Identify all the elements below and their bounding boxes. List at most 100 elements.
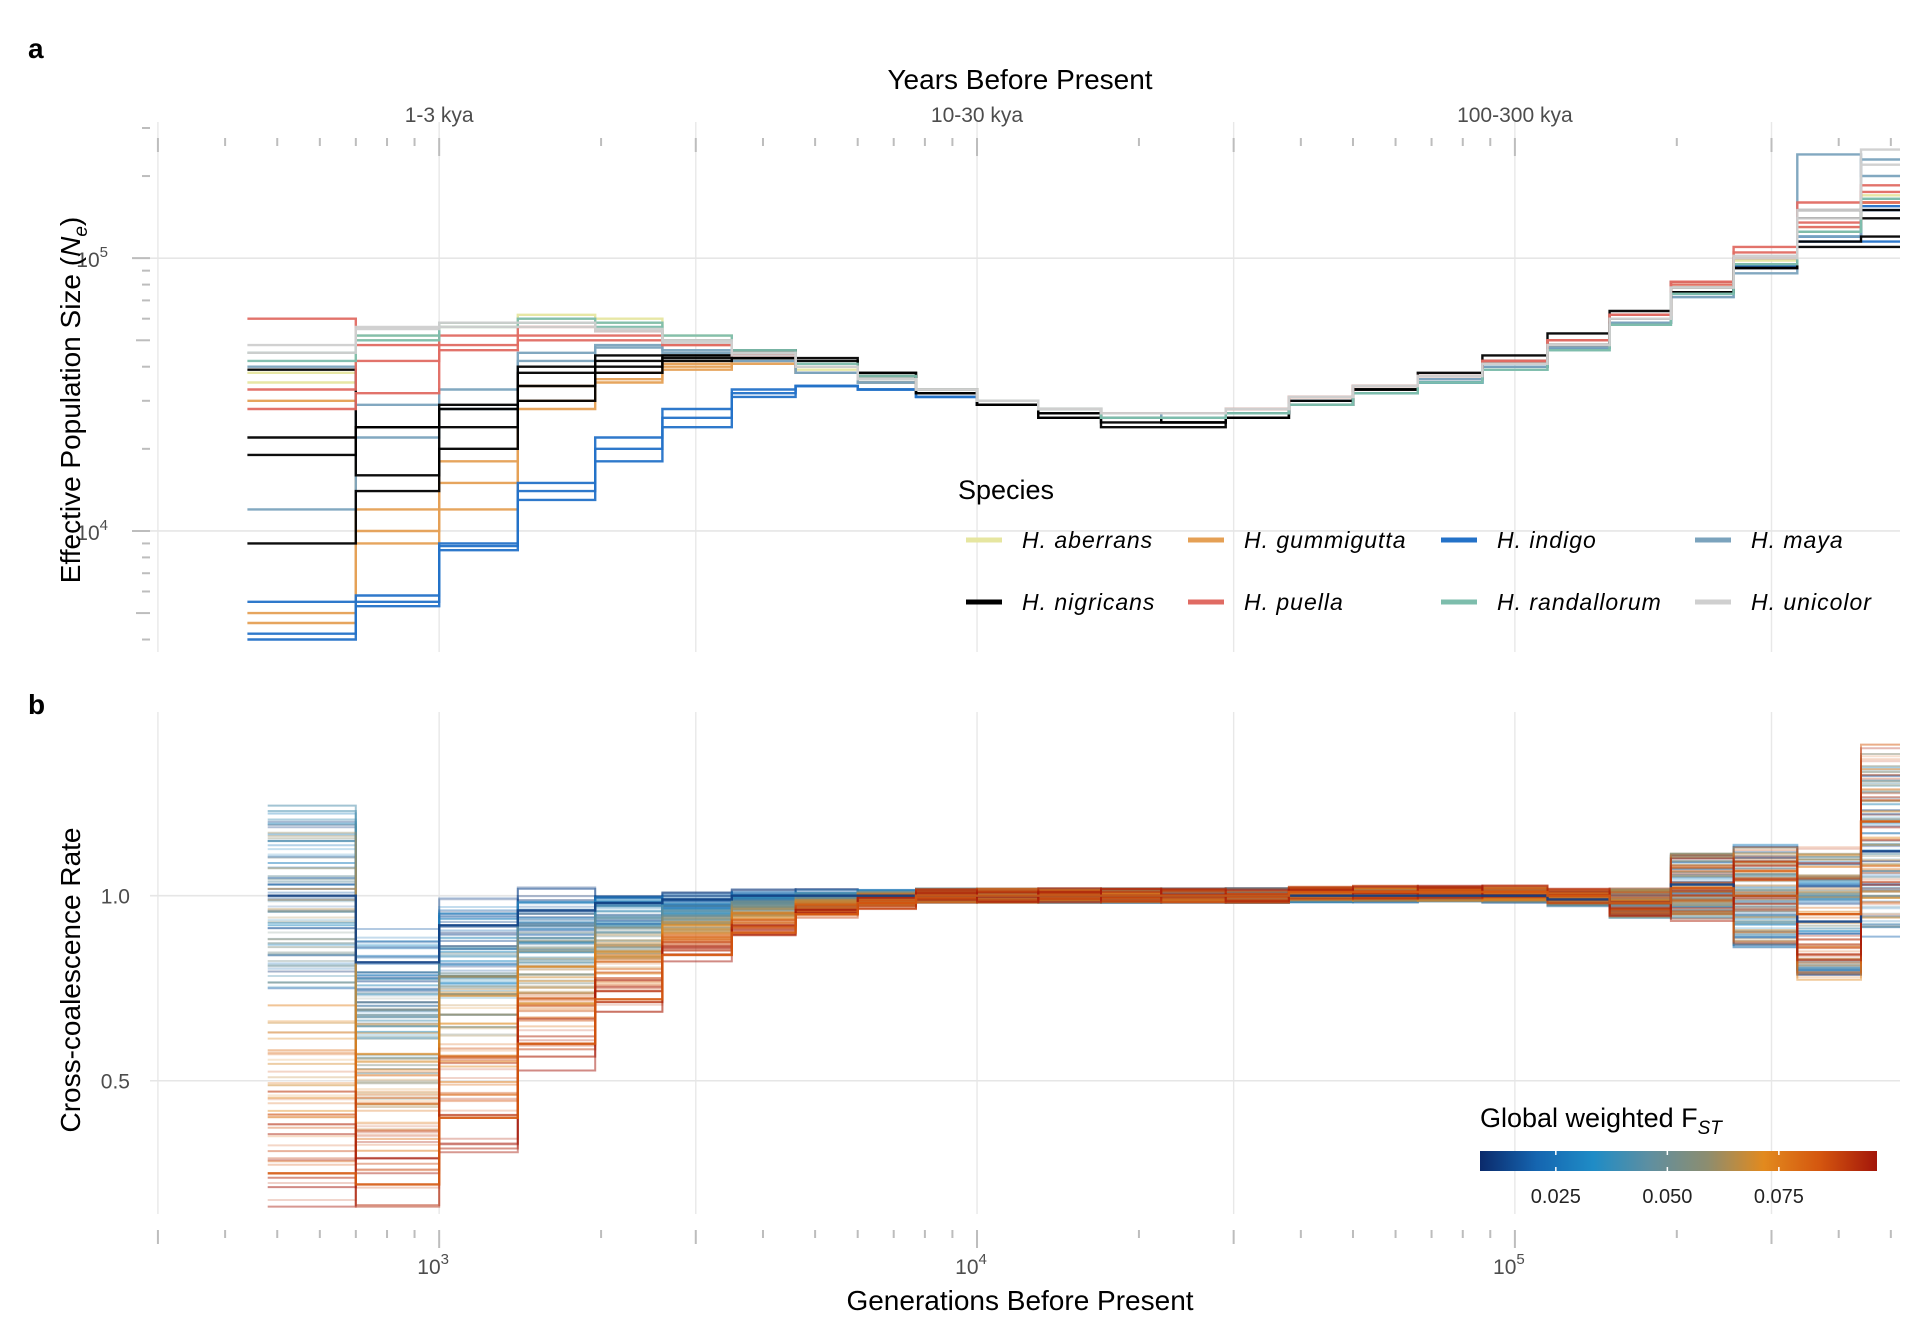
ccr-pair-line (267, 782, 1900, 974)
ne-series-line (247, 201, 1900, 415)
years-axis-labels: 1-3 kya 10-30 kya 100-300 kya (405, 104, 1573, 127)
ccr-pair-line (267, 855, 1900, 1159)
species-legend-item: H. aberrans (966, 527, 1153, 553)
ccr-pair-line (267, 769, 1900, 958)
ne-lines (247, 148, 1900, 641)
species-legend-item: H. randallorum (1441, 589, 1662, 615)
fst-colorbar-tick-label: 0.075 (1754, 1186, 1804, 1208)
ccr-pair-line (267, 796, 1900, 1206)
fst-colorbar-ticks: 0.025 0.050 0.075 (1531, 1151, 1804, 1208)
ne-series-line (247, 190, 1900, 415)
ccr-x-tick-label-base: 10 (1493, 1256, 1516, 1279)
ne-plot: Years Before Present 1-3 kya 10-30 kya 100… (55, 64, 1900, 652)
ccr-pair-line (267, 788, 1900, 1140)
species-legend-label: H. indigo (1497, 527, 1597, 553)
ccr-x-tick-label: 105 (1493, 1251, 1525, 1279)
ne-y-tick-labels: 104 105 (76, 244, 108, 545)
ne-series-h-maya (247, 153, 1900, 511)
ccr-pair-line (267, 853, 1900, 997)
ccr-pair-line (267, 826, 1900, 1208)
ccr-ticks (156, 1230, 1892, 1248)
species-legend-label: H. randallorum (1497, 589, 1662, 615)
ccr-pair-line (267, 855, 1900, 1070)
ccr-plot: 103 104 105 0.51.0 Generations Before Pres… (55, 712, 1900, 1316)
fst-colorbar-tick-label: 0.050 (1642, 1186, 1692, 1208)
years-axis-label: 100-300 kya (1457, 104, 1573, 127)
ccr-pair-line (267, 768, 1900, 1152)
ccr-pair-line (267, 753, 1900, 1085)
ne-series-h-aberrans (247, 194, 1900, 415)
ccr-pair-line (267, 854, 1900, 1065)
ccr-pair-line (267, 774, 1900, 991)
ccr-x-tick-label-exp: 3 (441, 1251, 449, 1268)
ne-series-line (247, 205, 1900, 635)
ccr-x-tick-label-base: 10 (955, 1256, 978, 1279)
ne-series-h-nigricans (247, 208, 1900, 545)
ne-grid (150, 122, 1900, 652)
ccr-y-axis-title: Cross-coalescence Rate (55, 827, 86, 1132)
ccr-pair-line (267, 823, 1900, 1008)
fst-colorbar-tick-label: 0.025 (1531, 1186, 1581, 1208)
ccr-pair-line (267, 823, 1900, 1004)
ne-series-h-randallorum (247, 197, 1900, 419)
ccr-pair-line (267, 797, 1900, 985)
years-axis-title: Years Before Present (887, 64, 1152, 95)
ne-series-line (247, 153, 1900, 439)
ccr-pair-line (267, 863, 1900, 1136)
ne-series-h-indigo (247, 205, 1900, 641)
ne-y-axis-title: Effective Population Size (Ne) (55, 217, 92, 583)
ccr-pair-line (267, 852, 1900, 1033)
ne-series-line (247, 201, 1900, 415)
species-legend-label: H. aberrans (1022, 527, 1153, 553)
species-legend-label: H. unicolor (1751, 589, 1872, 615)
ccr-pair-line (267, 812, 1900, 959)
ccr-pair-line (267, 780, 1900, 1081)
ccr-pair-line (267, 857, 1900, 1105)
years-axis-label: 1-3 kya (405, 104, 474, 127)
ccr-pair-line (267, 847, 1900, 1040)
ccr-pair-line (267, 865, 1900, 1103)
ccr-pair-line (267, 877, 1900, 1208)
species-legend-item: H. maya (1695, 527, 1843, 553)
species-legend-label: H. nigricans (1022, 589, 1155, 615)
species-legend-item: H. puella (1188, 589, 1344, 615)
species-legend-item: H. gummigutta (1188, 527, 1407, 553)
panel-a-letter: a (28, 33, 44, 64)
ne-y-axis-title-main: Effective Population Size ( (55, 256, 86, 583)
fst-colorbar-title-main: Global weighted F (1480, 1103, 1698, 1133)
ccr-y-tick-label: 0.5 (101, 1071, 130, 1094)
ne-y-tick-label-base: 10 (76, 249, 99, 272)
ccr-pair-line (267, 766, 1900, 984)
species-legend: Species H. aberrans H. gummigutta H. indig… (958, 475, 1872, 615)
ne-series-h-unicolor (247, 148, 1900, 415)
species-legend-label: H. gummigutta (1244, 527, 1407, 553)
ne-y-tick-label: 105 (76, 244, 108, 272)
ne-series-h-puella (247, 184, 1900, 415)
ccr-pair-line (267, 864, 1900, 1096)
ne-series-line (247, 197, 1900, 419)
ccr-pair-line (267, 854, 1900, 1106)
ccr-y-tick-label: 1.0 (101, 886, 130, 909)
fst-colorbar-bar (1480, 1151, 1877, 1171)
species-legend-label: H. puella (1244, 589, 1344, 615)
ccr-x-tick-label: 104 (955, 1251, 987, 1279)
ne-y-axis-title-var: N (55, 236, 86, 257)
species-legend-title: Species (958, 475, 1054, 505)
species-legend-items: H. aberrans H. gummigutta H. indigo H. maya… (966, 527, 1872, 615)
ne-ticks (132, 127, 1892, 641)
fst-colorbar: Global weighted FST 0.025 0.050 0.075 (1480, 1103, 1877, 1208)
ne-series-line (247, 197, 1900, 419)
ne-y-tick-label: 104 (76, 517, 108, 545)
ccr-lines (267, 743, 1900, 1208)
ccr-pair-line (267, 792, 1900, 1134)
ccr-x-tick-label-exp: 5 (1516, 1251, 1524, 1268)
ne-series-line (247, 184, 1900, 415)
species-legend-item: H. indigo (1441, 527, 1597, 553)
ne-series-line (247, 194, 1900, 415)
ccr-high-fst-line (267, 820, 1900, 1186)
ccr-pair-line (267, 863, 1900, 1106)
species-legend-item: H. nigricans (966, 589, 1155, 615)
species-legend-item: H. unicolor (1695, 589, 1872, 615)
ccr-x-tick-label-exp: 4 (979, 1251, 987, 1268)
